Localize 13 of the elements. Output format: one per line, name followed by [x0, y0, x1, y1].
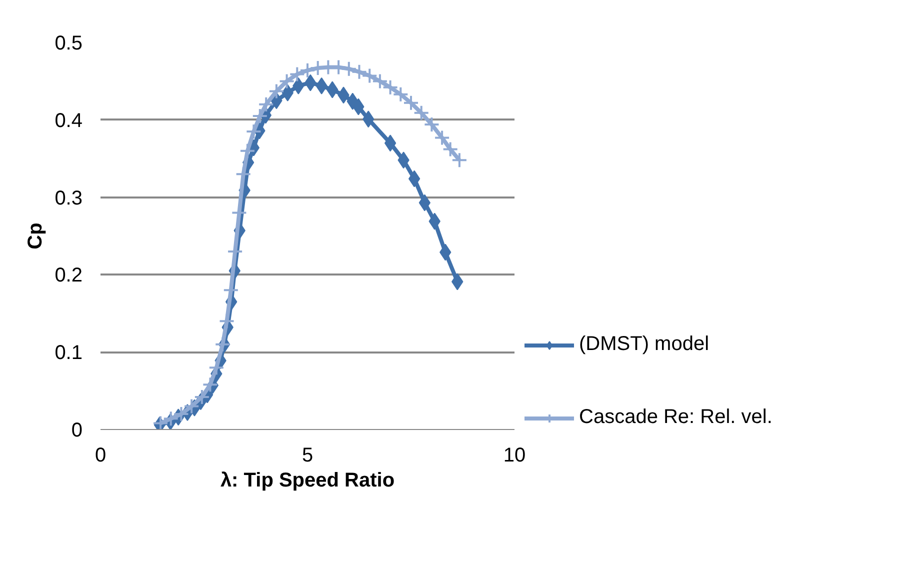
y-tick-label: 0.5	[54, 32, 83, 54]
x-tick-label: 10	[503, 444, 526, 466]
x-tick-label: 0	[94, 444, 106, 466]
legend-label: Cascade Re: Rel. vel.	[579, 406, 772, 429]
x-axis-title: λ: Tip Speed Ratio	[220, 470, 395, 492]
legend-label: (DMST) model	[579, 333, 710, 356]
y-tick-label: 0.1	[54, 342, 83, 364]
y-tick-label: 0.2	[54, 264, 83, 287]
y-axis-title: Cp	[24, 222, 47, 250]
y-tick-label: 0.3	[54, 187, 83, 210]
y-tick-label: 0.4	[54, 110, 83, 132]
x-tick-label: 5	[302, 444, 314, 466]
y-tick-label: 0	[71, 420, 82, 442]
